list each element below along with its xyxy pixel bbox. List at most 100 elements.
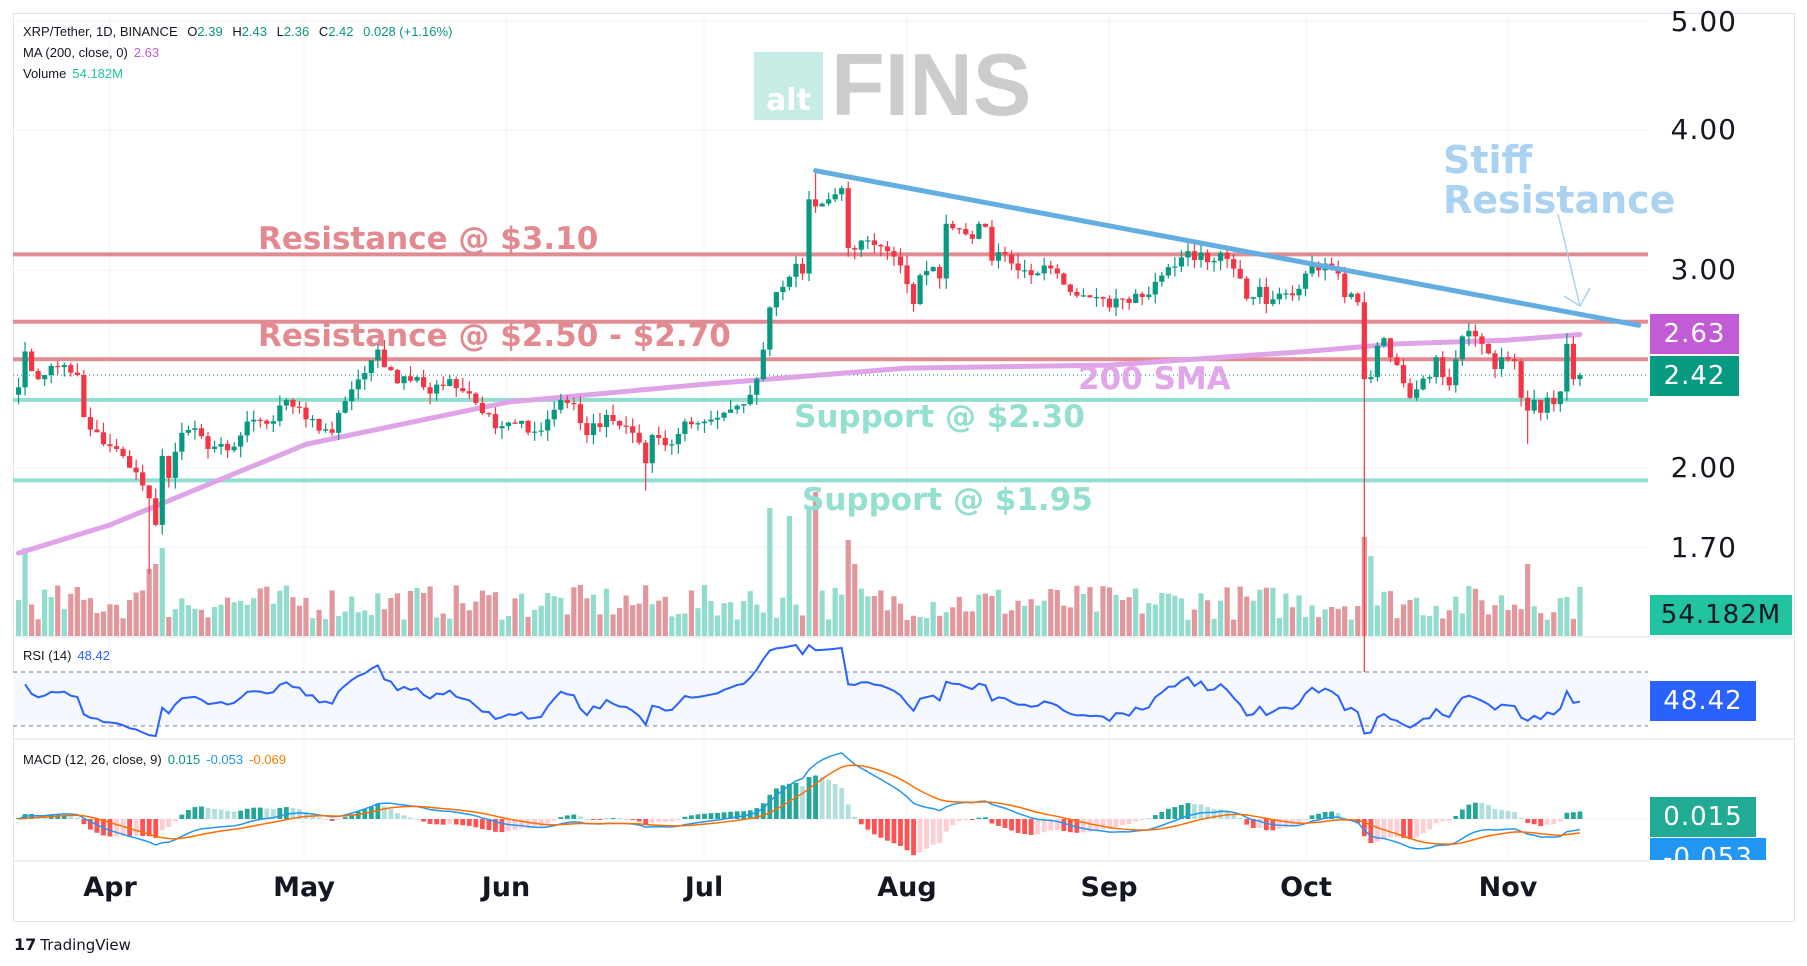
volume-bar (74, 586, 80, 636)
ohlc-legend[interactable]: XRP/Tether, 1D, BINANCE O2.39 H2.43 L2.3… (23, 24, 458, 39)
volume-bar (1394, 618, 1400, 636)
candle-body (1407, 383, 1413, 398)
volume-bar (839, 594, 845, 636)
volume-bar (453, 585, 459, 636)
volume-bar (1420, 615, 1426, 636)
candle-body (1048, 265, 1054, 269)
macd-histogram-bar (584, 819, 590, 820)
macd-histogram-bar (1433, 819, 1439, 824)
volume-bar (1316, 617, 1322, 636)
macd-histogram-bar (715, 812, 720, 819)
candle-body (1133, 293, 1139, 303)
volume-bar (1505, 610, 1511, 636)
macd-histogram-bar (388, 808, 394, 819)
volume-bar (910, 615, 917, 636)
volume-bar (1120, 600, 1126, 636)
candle-body (1028, 270, 1034, 276)
volume-bar (1374, 605, 1380, 636)
volume-bar (1100, 586, 1106, 636)
candle-body (1237, 268, 1243, 279)
macd-histogram-bar (760, 803, 766, 819)
volume-legend[interactable]: Volume 54.182M (23, 66, 129, 81)
symbol-label[interactable]: XRP/Tether, 1D, BINANCE (23, 24, 178, 39)
macd-histogram-bar (983, 817, 988, 819)
rsi-legend[interactable]: RSI (14) 48.42 (23, 648, 116, 663)
candle-body (440, 384, 446, 386)
volume-bar (675, 613, 681, 636)
macd-histogram-bar (741, 811, 747, 819)
macd-histogram-bar (1179, 804, 1184, 819)
candle-body (1074, 291, 1080, 296)
macd-histogram-bar (1126, 819, 1132, 824)
macd-histogram-bar (1277, 819, 1282, 829)
candle-body (35, 371, 41, 380)
candle-body (218, 443, 224, 447)
ma-legend[interactable]: MA (200, close, 0) 2.63 (23, 45, 165, 60)
candle-body (910, 284, 917, 304)
volume-bar (1453, 596, 1459, 636)
macd-histogram-bar (754, 808, 760, 819)
macd-histogram-bar (244, 808, 250, 819)
volume-bar (708, 600, 714, 636)
ma-label[interactable]: MA (200, close, 0) (23, 45, 128, 60)
macd-histogram-bar (440, 819, 446, 825)
candle-body (394, 370, 401, 384)
volume-bar (1172, 595, 1178, 636)
macd-histogram-bar (199, 806, 204, 819)
candle-body (427, 387, 433, 394)
volume-bar (1218, 600, 1224, 636)
macd-histogram-bar (891, 819, 897, 844)
volume-bar (1008, 610, 1015, 636)
macd-histogram-bar (950, 819, 956, 826)
volume-bar (760, 612, 766, 636)
change-value: 0.028 (+1.16%) (363, 24, 453, 39)
candle-body (1440, 357, 1446, 378)
macd-histogram-bar (1557, 819, 1563, 822)
candle-body (238, 435, 244, 447)
candle-body (865, 240, 871, 242)
volume-bar (525, 616, 531, 636)
candle-body (48, 365, 54, 376)
macd-histogram-bar (493, 819, 498, 832)
candle-body (806, 199, 812, 274)
candle-body (257, 419, 263, 421)
macd-histogram-bar (1159, 812, 1165, 819)
candle-body (708, 419, 714, 422)
macd-label[interactable]: MACD (12, 26, close, 9) (23, 752, 162, 767)
volume-bar (81, 599, 87, 636)
macd-histogram-bar (1374, 819, 1380, 842)
macd-histogram-bar (1100, 819, 1106, 830)
macd-histogram-bar (1054, 819, 1060, 831)
candle-body (1250, 297, 1256, 299)
candle-body (1511, 359, 1518, 362)
volume-bar (1564, 596, 1570, 636)
close-label: C (318, 24, 329, 39)
volume-bar (22, 548, 28, 636)
macd-histogram-bar (225, 810, 230, 819)
volume-bar (871, 595, 877, 636)
macd-histogram-bar (956, 819, 962, 822)
macd-histogram-bar (649, 819, 655, 823)
candle-body (231, 446, 237, 451)
candle-body (1348, 293, 1354, 298)
time-label-sep: Sep (1080, 872, 1138, 903)
macd-histogram-bar (1263, 819, 1269, 831)
macd-histogram-bar (669, 819, 675, 822)
tradingview-logo[interactable]: 17 TradingView (14, 935, 131, 954)
candle-body (793, 263, 799, 277)
chart-frame (13, 13, 1795, 922)
candle-body (1224, 252, 1230, 260)
rsi-label[interactable]: RSI (14) (23, 648, 72, 663)
candle-body (303, 407, 309, 420)
macd-legend[interactable]: MACD (12, 26, close, 9) 0.015 -0.053 -0.069 (23, 752, 292, 767)
volume-bar (597, 614, 603, 636)
macd-histogram-bar (780, 785, 786, 819)
volume-bar (1538, 613, 1544, 636)
candle-body (336, 412, 342, 433)
macd-histogram-bar (434, 819, 440, 825)
volume-label[interactable]: Volume (23, 66, 67, 81)
close-number: 2.42 (328, 24, 354, 39)
volume-bar (832, 587, 838, 636)
candle-body (538, 430, 544, 432)
